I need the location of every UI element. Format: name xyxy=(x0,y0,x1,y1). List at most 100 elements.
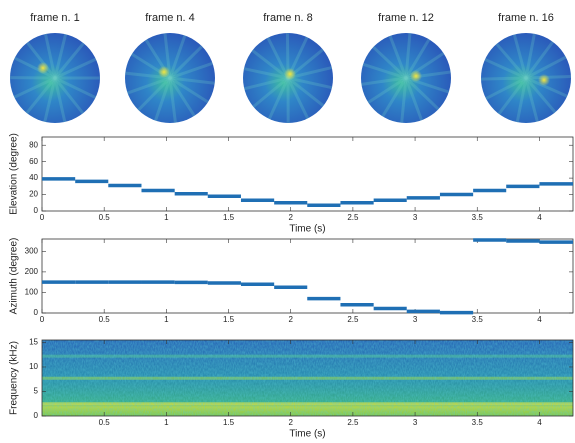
frame-streak xyxy=(53,33,68,79)
frame-streak xyxy=(484,58,527,80)
frame-streak xyxy=(404,33,412,79)
frame-streak xyxy=(169,76,215,85)
y-tick-label: 0 xyxy=(34,411,39,420)
x-tick-label: 1.5 xyxy=(223,418,235,427)
y-tick-label: 300 xyxy=(25,246,39,255)
frame-streak xyxy=(26,41,57,79)
frame-streak xyxy=(287,76,333,90)
frame-streak xyxy=(404,38,431,79)
frame-streak xyxy=(497,77,528,115)
frame-streak xyxy=(362,62,407,80)
frame-streak xyxy=(495,42,528,79)
frame-streak xyxy=(168,77,177,123)
axes-box xyxy=(41,136,574,212)
frame-streak xyxy=(404,77,424,121)
x-tick-label: 1 xyxy=(164,213,169,222)
y-tick-label: 0 xyxy=(34,308,39,317)
y-tick-label: 40 xyxy=(29,173,38,182)
frame-image xyxy=(125,33,215,123)
x-tick-label: 2.5 xyxy=(347,315,359,324)
frame-streak xyxy=(54,76,97,99)
frame-streak xyxy=(154,77,172,122)
frame-streak xyxy=(286,77,310,120)
x-tick-label: 1.5 xyxy=(223,213,235,222)
frame-streak xyxy=(25,77,57,114)
x-tick-label: 2.5 xyxy=(347,213,359,222)
frame-spot xyxy=(158,66,170,78)
frame-streak xyxy=(372,45,408,80)
frame-streak xyxy=(43,77,57,123)
spectrogram-noise xyxy=(42,340,573,416)
frame-title: frame n. 8 xyxy=(263,12,313,24)
frame-streak xyxy=(400,77,408,123)
frame-streak xyxy=(388,35,408,79)
frame-streak xyxy=(168,35,187,79)
frame-streak xyxy=(127,76,171,95)
frame-streak xyxy=(525,76,568,98)
frame-streak xyxy=(168,77,196,117)
frame-spot xyxy=(37,62,49,74)
frame-image xyxy=(361,33,451,123)
y-axis-label: Elevation (degree) xyxy=(9,133,20,215)
frame-streak xyxy=(361,76,407,86)
frame-streak xyxy=(44,33,57,79)
frame-streak xyxy=(243,76,289,91)
x-tick-label: 1.5 xyxy=(223,315,235,324)
frame-streak xyxy=(381,77,408,118)
x-tick-label: 3 xyxy=(413,418,418,427)
frame-streak xyxy=(169,61,214,80)
x-tick-label: 0.5 xyxy=(99,418,111,427)
frame-spot xyxy=(284,68,296,80)
x-tick-label: 2 xyxy=(288,213,293,222)
axes-box xyxy=(41,339,574,417)
x-tick-label: 0 xyxy=(40,315,45,324)
frame-streak xyxy=(287,76,325,108)
x-tick-label: 3.5 xyxy=(472,418,484,427)
x-axis-label: Time (s) xyxy=(289,224,325,235)
axes-box xyxy=(41,238,574,314)
x-tick-label: 0.5 xyxy=(99,315,111,324)
y-axis-label: Frequency (kHz) xyxy=(9,341,20,415)
frame-streak xyxy=(524,33,536,79)
x-axis-label: Time (s) xyxy=(289,429,325,440)
y-tick-label: 20 xyxy=(29,190,38,199)
frame-streak xyxy=(243,67,289,80)
frame-streak xyxy=(524,77,539,122)
frame-title: frame n. 12 xyxy=(378,12,434,24)
frame-streak xyxy=(169,76,209,104)
frame-streak xyxy=(515,77,528,123)
y-tick-label: 15 xyxy=(29,338,38,347)
x-tick-label: 2 xyxy=(288,418,293,427)
frame-streak xyxy=(267,77,290,120)
frame-streak xyxy=(53,77,85,115)
y-tick-label: 100 xyxy=(25,288,39,297)
frame-streak xyxy=(137,76,172,112)
x-tick-label: 4 xyxy=(537,315,542,324)
x-tick-label: 3.5 xyxy=(472,315,484,324)
frame-streak xyxy=(252,76,289,108)
frame-streak xyxy=(525,55,567,80)
y-tick-label: 0 xyxy=(34,206,39,215)
frame-streak xyxy=(168,45,203,80)
x-tick-label: 4 xyxy=(537,418,542,427)
frame-streak xyxy=(524,77,557,114)
y-tick-label: 5 xyxy=(34,387,39,396)
y-tick-label: 60 xyxy=(29,157,38,166)
x-tick-label: 2.5 xyxy=(347,418,359,427)
y-tick-label: 80 xyxy=(29,140,38,149)
frame-streak xyxy=(480,76,527,81)
frame-image xyxy=(10,33,100,123)
y-axis-label: Azimuth (degree) xyxy=(9,238,20,315)
frame-image xyxy=(481,33,571,123)
frame-streak xyxy=(485,76,527,100)
x-tick-label: 1 xyxy=(164,418,169,427)
frame-streak xyxy=(53,42,85,79)
frame-streak xyxy=(524,40,554,79)
x-tick-label: 4 xyxy=(537,213,542,222)
x-tick-label: 3 xyxy=(413,315,418,324)
frame-title: frame n. 4 xyxy=(145,12,195,24)
frame-streak xyxy=(404,76,440,111)
x-tick-label: 3.5 xyxy=(472,213,484,222)
frame-streak xyxy=(251,49,289,80)
